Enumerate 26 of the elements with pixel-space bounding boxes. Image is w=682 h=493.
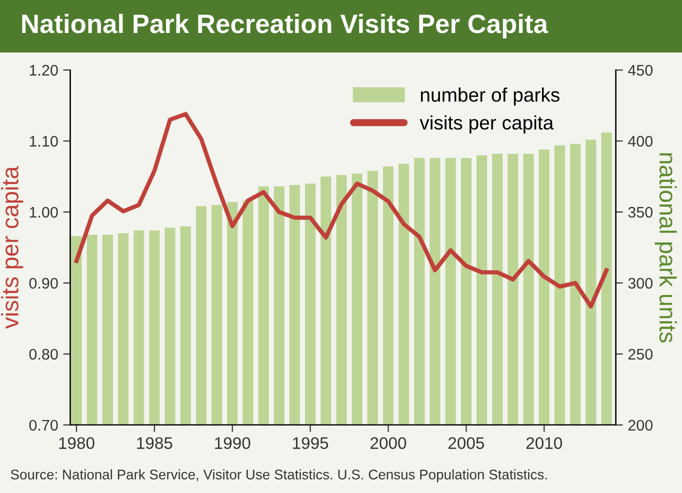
x-tick-label: 1995 — [293, 437, 328, 450]
x-tick-label: 2005 — [448, 437, 484, 450]
y-tick-label: 1.20 — [30, 64, 58, 76]
x-tick-label: 1980 — [59, 437, 94, 450]
y2-tick-label: 350 — [628, 206, 653, 218]
y-tick-label: 0.80 — [29, 348, 58, 360]
legend-label: visits per capita — [420, 115, 554, 134]
y2-tick-label: 450 — [628, 64, 653, 76]
source-note: Source: National Park Service, Visitor Use Statistics. U.S. Census Population Statistics. — [10, 469, 547, 482]
y-tick-label: 0.90 — [29, 278, 58, 289]
y2-tick-label: 250 — [628, 348, 653, 360]
legend-label: number of parks — [420, 88, 560, 106]
line-series — [74, 112, 609, 308]
y2-axis-title: national park units — [654, 153, 677, 342]
y-tick-label: 1.10 — [30, 136, 58, 147]
x-tick-label: 1990 — [215, 437, 250, 450]
x-tick-label: 2010 — [526, 437, 562, 450]
y2-tick-label: 300 — [628, 278, 653, 289]
y2-tick-label: 200 — [628, 420, 653, 431]
x-tick-label: 1985 — [137, 437, 172, 450]
y-axis-title: visits per capita — [1, 166, 24, 329]
y-tick-label: 0.70 — [29, 420, 58, 431]
chart-title: National Park Recreation Visits Per Capita — [22, 14, 548, 38]
x-tick-label: 2000 — [370, 437, 406, 450]
y-tick-label: 1.00 — [30, 206, 58, 218]
y2-tick-label: 400 — [628, 136, 653, 147]
